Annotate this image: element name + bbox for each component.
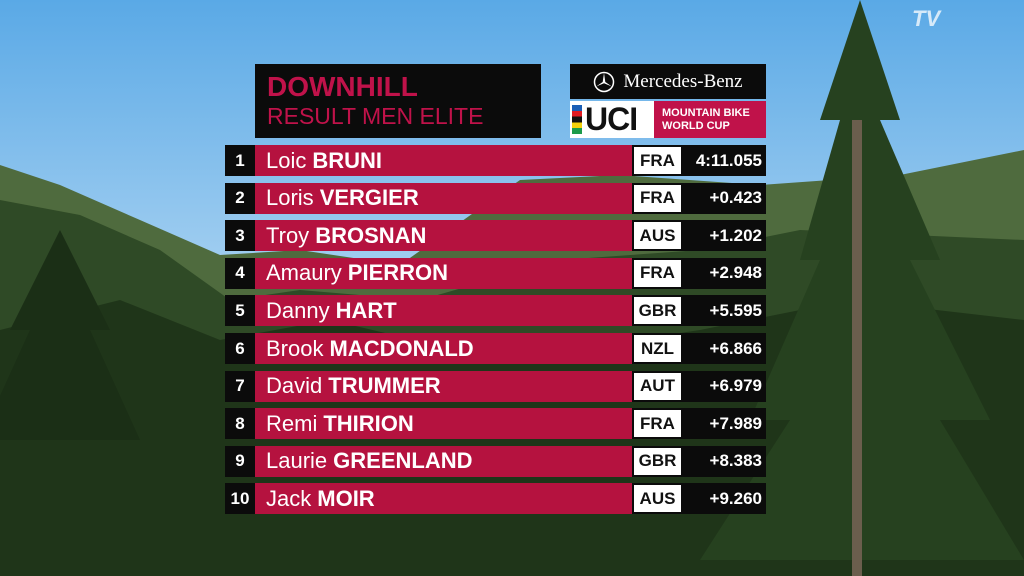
sponsor: Mercedes-Benz UCI MOUNTAIN BIKE WORLD CUP [570,64,766,138]
time: +7.989 [683,408,766,440]
first-name: Amaury [266,260,342,286]
country: GBR [632,295,683,327]
last-name: BRUNI [312,147,383,173]
last-name: MOIR [317,485,375,511]
uci-logo: UCI [570,101,654,138]
sponsor-brand: Mercedes-Benz [570,64,766,99]
star-logo [594,71,615,92]
first-name: Troy [266,222,310,248]
last-name: PIERRON [347,260,449,286]
series-name: MOUNTAIN BIKE WORLD CUP [654,101,766,138]
rider-name: Danny HART [255,295,632,327]
last-name: VERGIER [319,185,419,211]
rank: 1 [225,145,255,176]
rider-name: Amaury PIERRON [255,257,632,289]
rank: 8 [225,408,255,440]
title: DOWNHILL [267,71,418,102]
rank: 6 [225,333,255,364]
country: GBR [632,445,683,477]
first-name: Brook [266,335,324,361]
country: FRA [632,182,683,214]
last-name: GREENLAND [333,448,473,474]
first-name: Danny [266,297,330,323]
time: +8.383 [683,445,766,477]
time: +6.979 [683,370,766,402]
rank: 9 [225,445,255,477]
rider-name: Brook MACDONALD [255,333,632,364]
rank: 5 [225,295,255,327]
rider-name: Laurie GREENLAND [255,445,632,477]
rank: 3 [225,220,255,252]
country: AUT [632,370,683,402]
series-line: WORLD CUP [662,120,730,132]
rider-name: Loic BRUNI [255,145,632,176]
first-name: Loic [266,147,307,173]
rider-name: Jack MOIR [255,483,632,515]
last-name: HART [335,297,397,323]
channel-logo: TV [912,6,941,31]
rank: 2 [225,182,255,214]
time: 4:11.055 [683,145,766,176]
country: NZL [632,333,683,364]
rainbow-stripe [572,105,582,134]
uci-text: UCI [585,101,638,137]
first-name: David [266,373,323,399]
country: FRA [632,257,683,289]
header: DOWNHILL RESULT MEN ELITE [255,64,541,138]
rider-name: Remi THIRION [255,408,632,440]
first-name: Loris [266,185,314,211]
series-line: MOUNTAIN BIKE [662,107,750,119]
country: AUS [632,220,683,252]
brand-name: Mercedes-Benz [623,70,743,92]
time: +5.595 [683,295,766,327]
first-name: Laurie [266,448,328,474]
rank: 10 [225,483,255,515]
rider-name: Loris VERGIER [255,182,632,214]
time: +1.202 [683,220,766,252]
country: FRA [632,145,683,176]
time: +2.948 [683,257,766,289]
last-name: TRUMMER [328,373,441,399]
time: +6.866 [683,333,766,364]
last-name: BROSNAN [315,222,427,248]
country: FRA [632,408,683,440]
rider-name: David TRUMMER [255,370,632,402]
first-name: Jack [266,485,312,511]
last-name: MACDONALD [329,335,474,361]
first-name: Remi [266,410,318,436]
last-name: THIRION [323,410,414,436]
time: +0.423 [683,182,766,214]
rank: 4 [225,257,255,289]
time: +9.260 [683,483,766,515]
rider-name: Troy BROSNAN [255,220,632,252]
rank: 7 [225,370,255,402]
country: AUS [632,483,683,515]
subtitle: RESULT MEN ELITE [267,103,484,129]
